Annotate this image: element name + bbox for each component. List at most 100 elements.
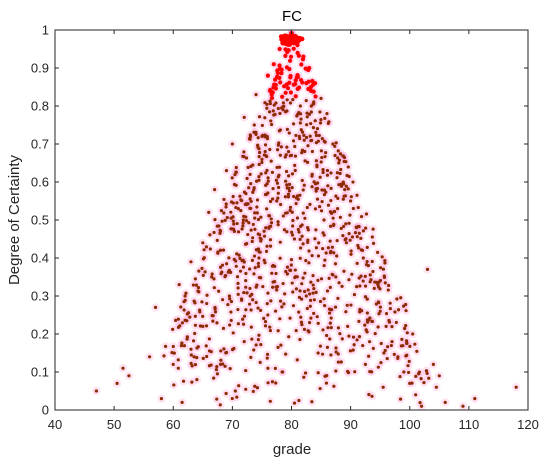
data-point [212, 277, 216, 281]
data-point [357, 335, 362, 339]
data-point [182, 300, 186, 304]
data-point [244, 192, 248, 196]
data-point [305, 111, 309, 115]
x-tick-label: 40 [48, 417, 62, 432]
data-point [245, 219, 249, 223]
data-point [275, 148, 280, 152]
data-point [321, 167, 325, 172]
data-point [232, 346, 236, 351]
data-point [352, 292, 357, 297]
data-point [177, 283, 181, 287]
data-point [300, 151, 304, 155]
data-point [218, 231, 222, 235]
data-point [229, 227, 233, 231]
data-point [208, 247, 212, 251]
data-point [244, 202, 249, 206]
data-point [215, 321, 219, 325]
data-point [336, 352, 340, 356]
data-point [280, 370, 284, 374]
data-point [210, 314, 214, 318]
data-point [278, 299, 283, 303]
data-point [278, 80, 283, 85]
data-point [382, 275, 387, 280]
data-point [322, 218, 326, 222]
data-point [385, 356, 389, 361]
data-point [285, 127, 289, 132]
data-point [274, 178, 278, 182]
data-point [370, 235, 374, 239]
data-point [399, 344, 403, 348]
data-point [266, 366, 270, 370]
data-point [338, 171, 342, 176]
data-point [256, 217, 261, 222]
data-point [300, 80, 305, 85]
y-tick-label: 0.5 [31, 213, 49, 228]
data-point [333, 144, 337, 148]
data-point [268, 328, 273, 333]
data-point [313, 237, 317, 241]
data-point [188, 315, 192, 319]
data-point [304, 81, 309, 86]
data-point [176, 317, 180, 321]
data-point [303, 271, 307, 275]
data-point [371, 269, 375, 274]
x-tick-label: 70 [225, 417, 239, 432]
data-point [247, 221, 251, 225]
data-point [396, 308, 401, 312]
data-point [325, 173, 330, 177]
data-point [320, 136, 324, 141]
data-point [293, 163, 297, 168]
data-point [333, 262, 338, 266]
data-point [288, 90, 294, 95]
data-point [288, 208, 292, 213]
data-point [249, 164, 253, 168]
data-point [253, 384, 257, 388]
data-point [310, 254, 314, 258]
data-point [248, 133, 252, 137]
data-point [348, 213, 352, 217]
data-point [233, 389, 237, 393]
data-point [320, 155, 324, 160]
data-point [278, 128, 282, 132]
data-point [227, 294, 232, 298]
data-point [351, 180, 355, 184]
data-point [285, 265, 290, 269]
data-point [265, 352, 270, 356]
data-point [384, 324, 388, 328]
data-point [251, 389, 255, 394]
data-point [181, 379, 186, 383]
data-point [301, 188, 305, 192]
data-point [242, 291, 246, 295]
data-point [365, 245, 369, 249]
data-point [273, 280, 277, 284]
data-point [219, 358, 223, 362]
data-point [417, 370, 422, 374]
data-point [195, 356, 199, 360]
data-point [358, 284, 362, 288]
data-point [241, 218, 245, 222]
data-point [235, 221, 239, 226]
data-point [269, 95, 275, 101]
data-point [218, 265, 223, 269]
data-point [380, 255, 384, 259]
data-point [368, 340, 372, 344]
data-point [288, 205, 293, 209]
data-point [290, 172, 295, 176]
data-point [336, 360, 340, 364]
data-point [339, 182, 343, 186]
data-point [250, 292, 254, 296]
data-point [264, 171, 268, 175]
data-point [322, 297, 326, 301]
data-point [236, 230, 241, 234]
data-point [298, 136, 302, 141]
data-point [378, 309, 382, 313]
data-point [246, 165, 250, 170]
data-point [241, 224, 245, 228]
data-point [336, 149, 340, 153]
data-point [300, 297, 304, 301]
data-point [185, 335, 189, 339]
data-point [222, 197, 226, 202]
data-point [269, 299, 273, 303]
data-point [411, 332, 415, 336]
data-point [396, 356, 400, 360]
